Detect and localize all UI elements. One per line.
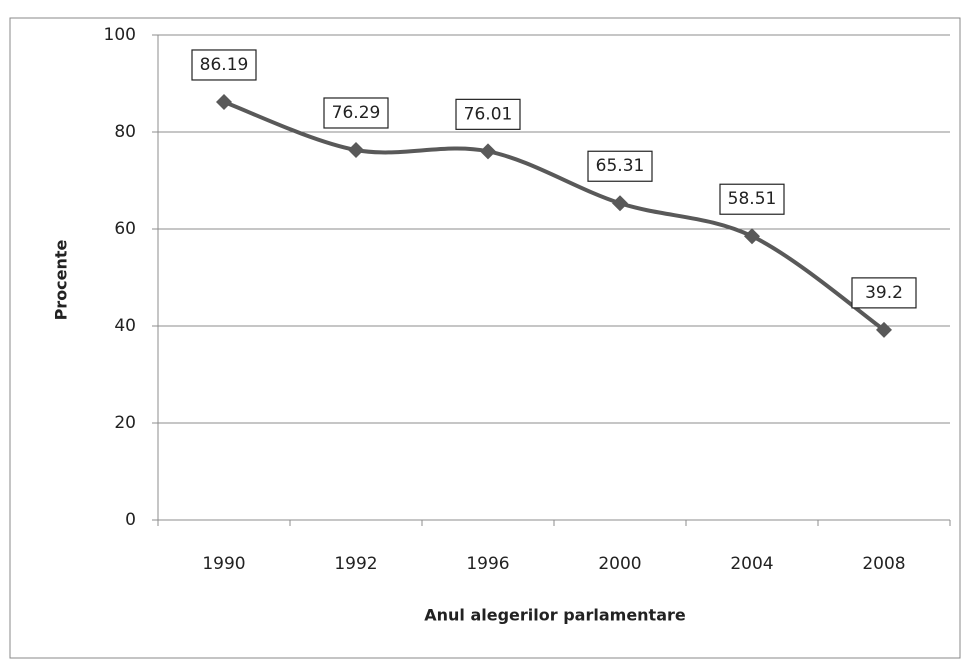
x-tick-label: 2008 [862,554,905,574]
y-tick-label: 80 [114,122,136,142]
line-marker [216,93,232,110]
line-marker [876,321,892,338]
data-label-box [191,49,257,81]
chart-frame [9,17,961,659]
line-marker [348,141,364,158]
x-tick-label: 2000 [598,554,641,574]
y-tick-label: 20 [114,413,136,433]
y-tick-label: 40 [114,316,136,336]
y-tick-label: 60 [114,219,136,239]
line-series [223,100,886,332]
x-axis-label: Anul alegerilor parlamentare [424,606,686,625]
x-tick-label: 1992 [334,554,377,574]
line-marker [480,143,496,160]
data-label: 76.29 [332,103,381,123]
data-label: 58.51 [728,189,777,209]
data-label: 76.01 [464,104,513,124]
data-label: 39.2 [865,283,903,303]
x-tick-label: 2004 [730,554,773,574]
y-tick-label: 100 [104,25,136,45]
data-label: 65.31 [596,156,645,176]
data-label-box [455,98,521,130]
y-axis-label: Procente [52,239,71,320]
data-label: 86.19 [200,55,249,75]
y-tick-label: 0 [125,510,136,530]
x-tick-label: 1996 [466,554,509,574]
data-label-box [323,97,389,129]
data-label-box [851,277,917,309]
x-tick-label: 1990 [202,554,245,574]
data-label-box [587,150,653,182]
line-marker [612,195,628,212]
data-label-box [719,183,785,215]
line-marker [744,228,760,245]
